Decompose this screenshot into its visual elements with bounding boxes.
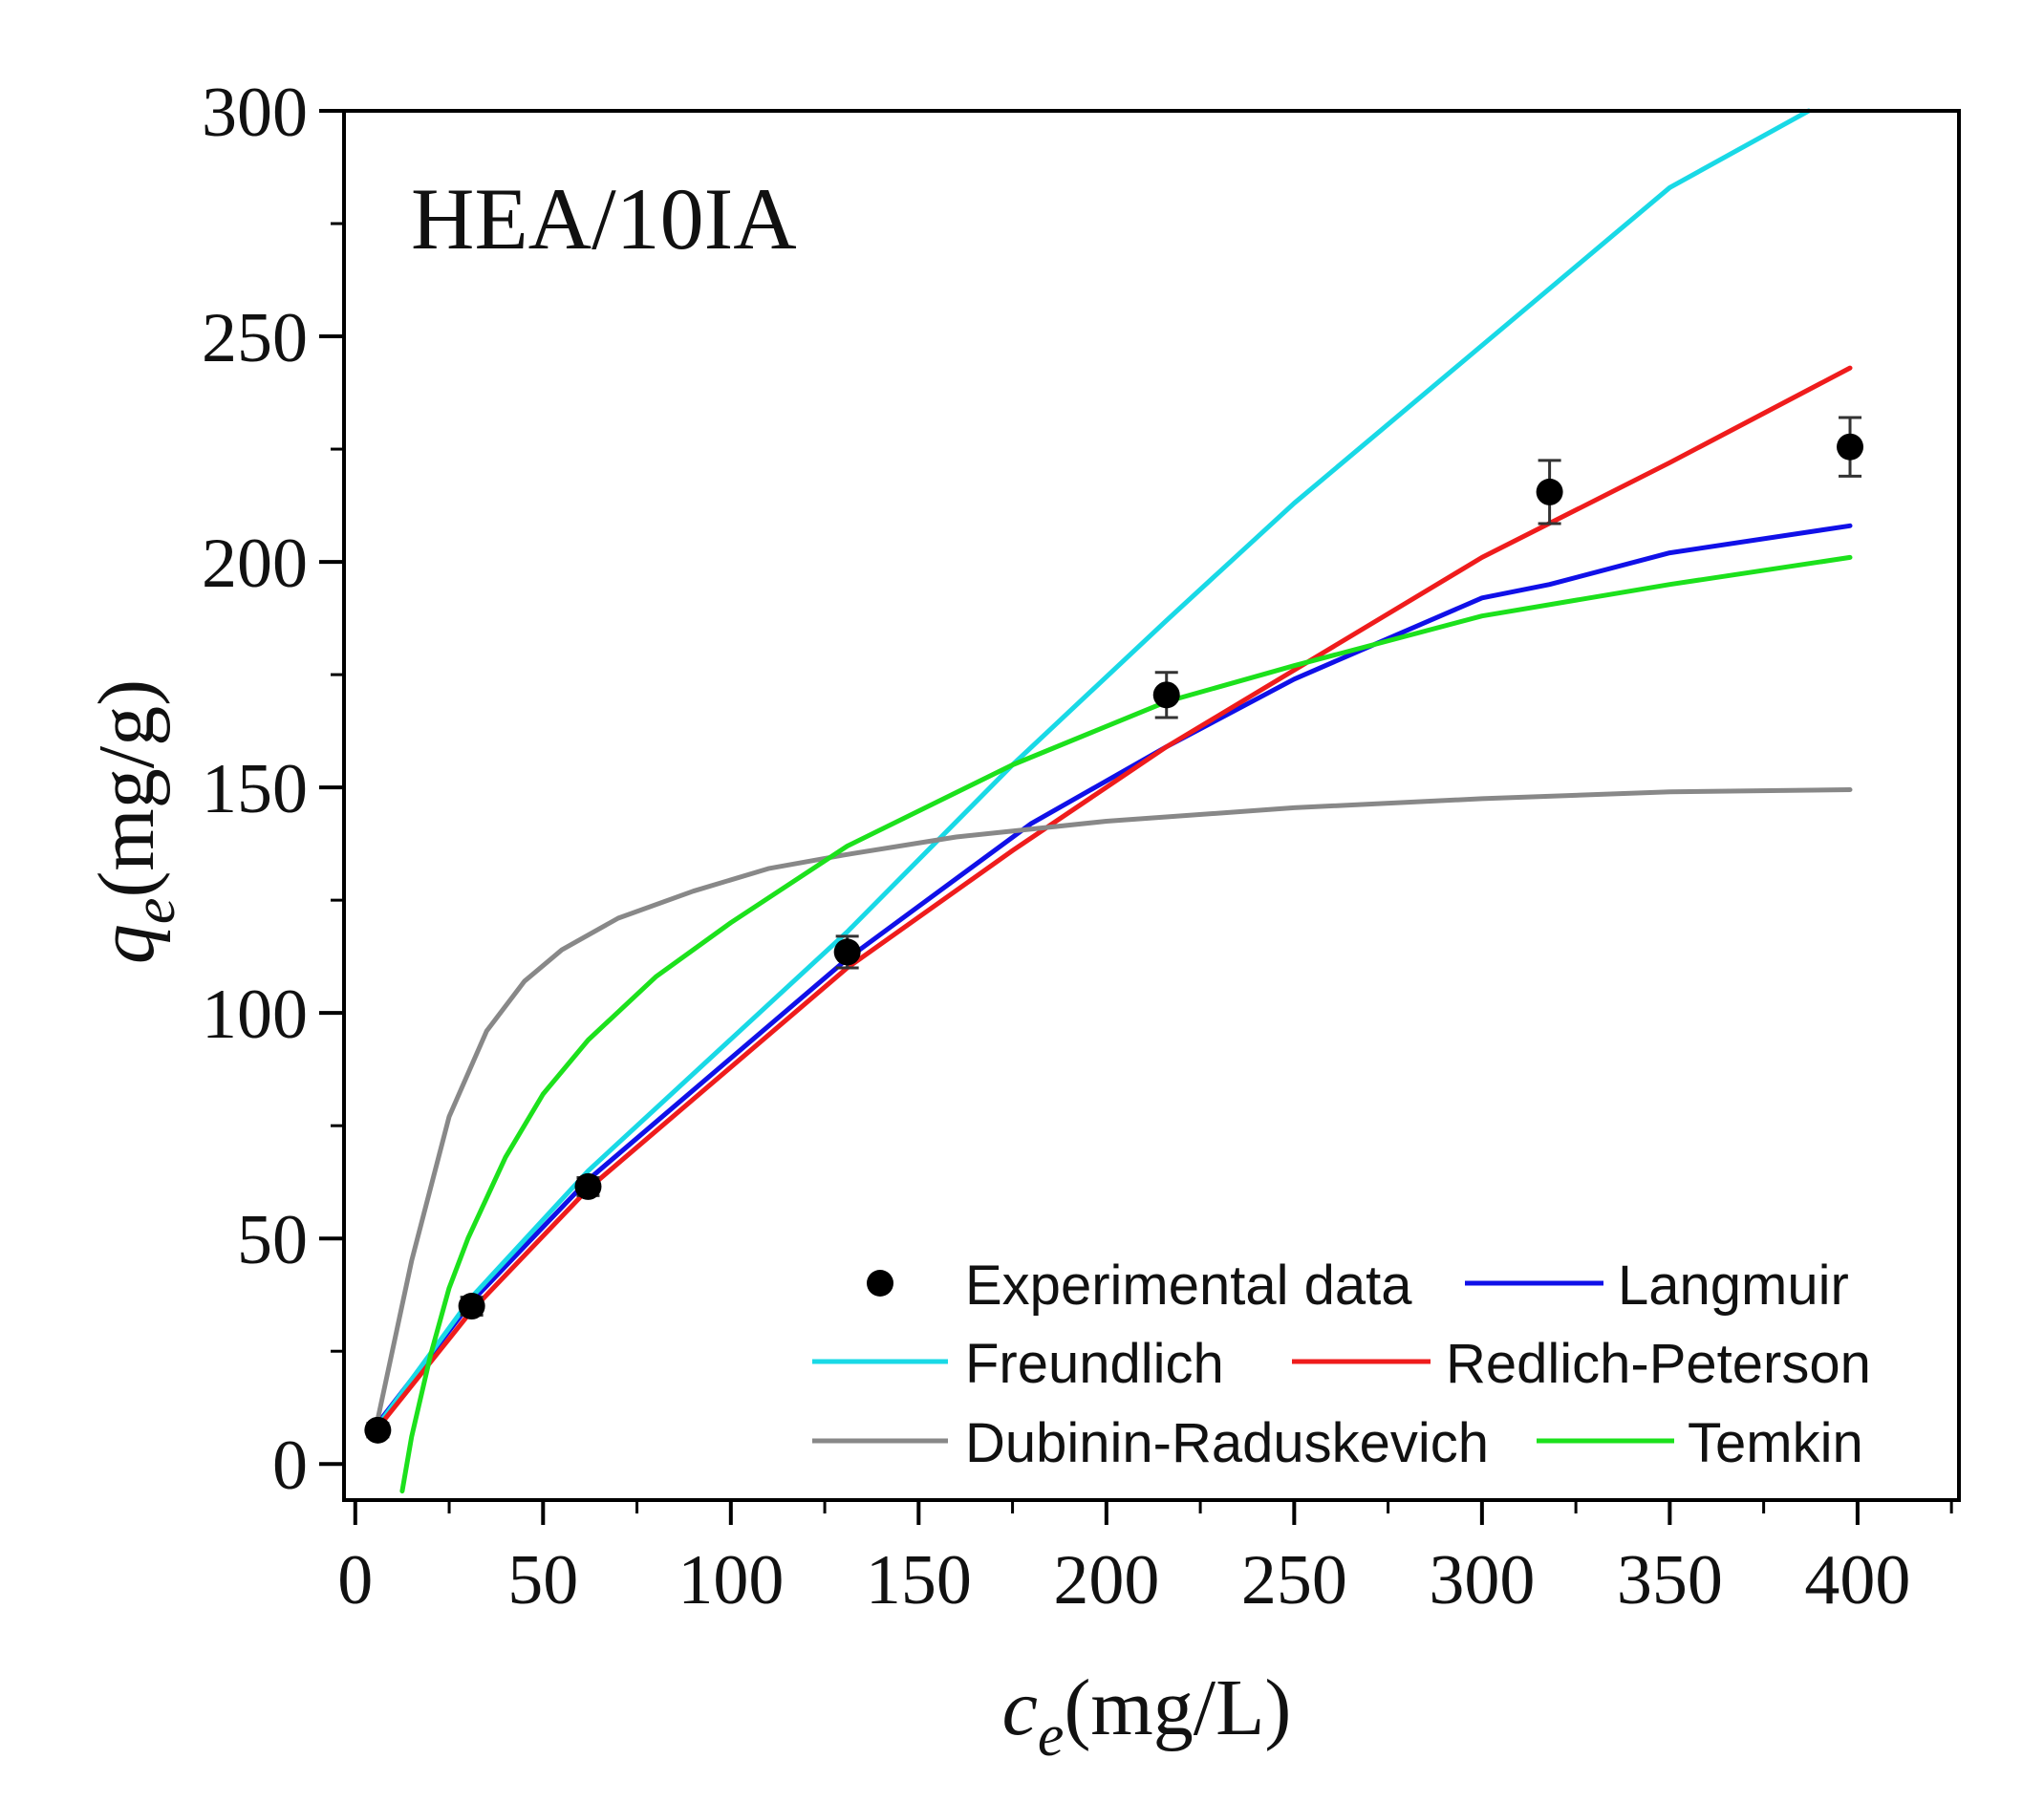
legend-marker-experimental [867,1270,893,1297]
y-tick-label: 200 [202,525,308,603]
legend-label-redlich-peterson: Redlich-Peterson [1446,1333,1871,1395]
series-line-freundlich [375,108,1812,1428]
series-line-temkin [399,554,1853,1494]
legend-label-freundlich: Freundlich [965,1333,1224,1395]
y-axis-title: qe(mg/g) [82,679,187,964]
y-tick-label: 0 [272,1427,308,1505]
plot-frame [342,109,1961,1502]
x-axis-title: ce(mg/L) [1002,1663,1292,1769]
x-axis-subscript: e [1038,1704,1065,1769]
data-point [1536,478,1563,505]
x-tick-label: 250 [1241,1541,1347,1620]
data-points-layer [364,416,1864,1444]
series-line-dubinin-raduskevich [375,787,1853,1422]
y-tick-label: 250 [202,299,308,377]
y-tick-label: 50 [237,1201,308,1279]
x-tick-label: 150 [866,1541,972,1620]
data-point [574,1172,602,1200]
y-axis-unit: (mg/g) [82,679,171,898]
x-tick-label: 300 [1429,1541,1535,1620]
fit-lines-layer [375,108,1853,1494]
legend-label-dubinin-raduskevich: Dubinin-Raduskevich [965,1412,1489,1474]
data-point [1152,681,1180,709]
axis-ticks-layer: 0 50 100 150 200 250 300 350 400 0 50 100 150 200 250 3… [202,74,1953,1620]
x-tick-label: 200 [1053,1541,1159,1620]
x-axis-symbol: c [1002,1663,1038,1752]
x-axis-unit: (mg/L) [1064,1663,1291,1752]
panel-label: HEA/10IA [411,170,797,268]
legend-label-langmuir: Langmuir [1618,1255,1849,1317]
x-tick-label: 50 [507,1541,578,1620]
legend: Experimental data Langmuir Freundlich Re… [812,1255,1871,1474]
x-tick-label: 400 [1804,1541,1910,1620]
y-tick-label: 100 [202,976,308,1054]
y-tick-label: 300 [202,74,308,152]
data-point [364,1416,392,1444]
legend-label-temkin: Temkin [1688,1412,1863,1474]
x-tick-label: 350 [1617,1541,1723,1620]
legend-label-experimental: Experimental data [965,1255,1412,1317]
data-point [1837,433,1864,461]
data-point [833,938,861,966]
x-tick-label: 0 [337,1541,373,1620]
y-tick-label: 150 [202,750,308,828]
data-point [458,1293,485,1320]
y-axis-symbol: q [82,924,171,964]
y-axis-subscript: e [122,898,187,925]
series-line-redlich-peterson [375,365,1853,1430]
x-tick-label: 100 [678,1541,784,1620]
